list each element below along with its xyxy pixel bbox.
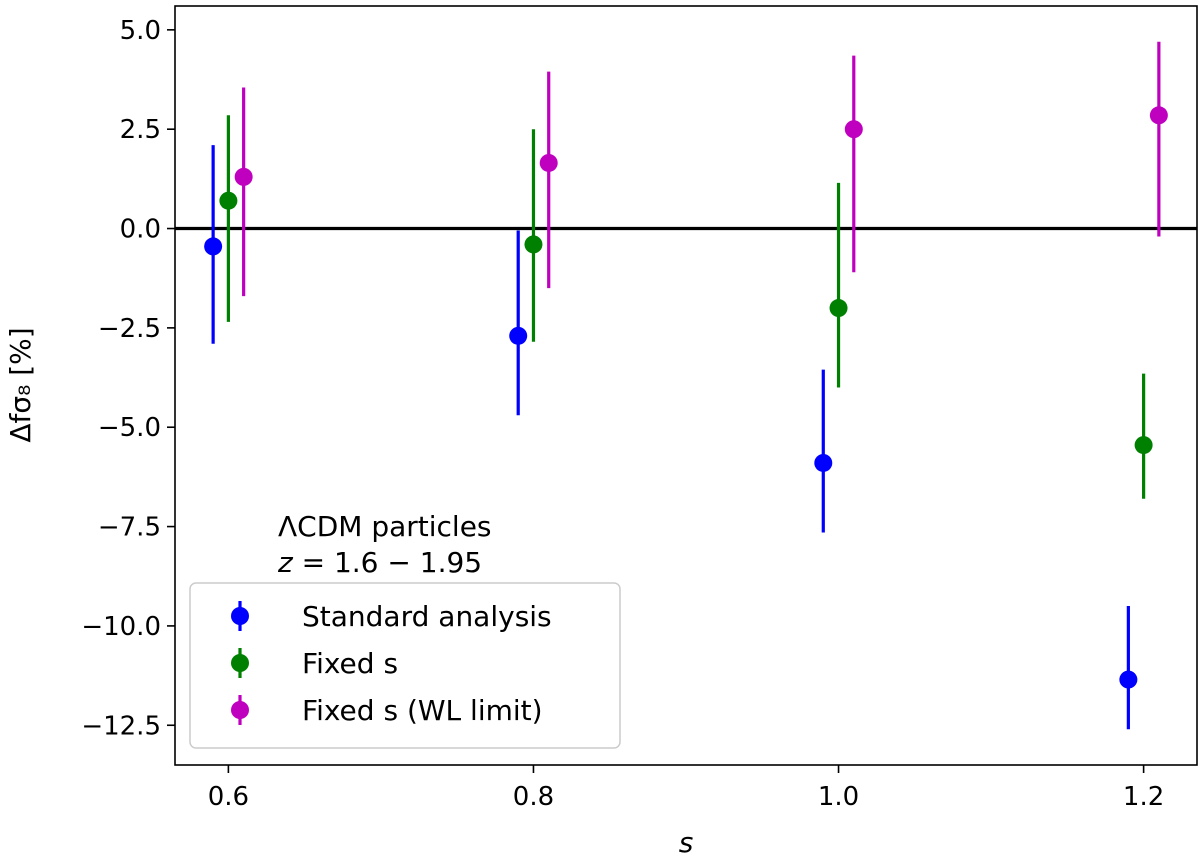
data-point [814, 453, 833, 472]
data-point [1134, 436, 1153, 455]
data-point [829, 299, 848, 318]
legend-box [189, 582, 621, 749]
plot-frame [174, 5, 1198, 766]
x-tick-label: 0.6 [208, 782, 249, 812]
y-tick-label: −7.5 [98, 513, 161, 543]
legend: Standard analysis Fixed s Fixed s (WL limi… [189, 582, 621, 749]
annotation: ΛCDM particles z = 1.6 − 1.95 [277, 510, 492, 579]
y-tick-label: −10.0 [81, 612, 161, 642]
y-tick-label: 0.0 [120, 215, 161, 245]
legend-label: Fixed s (WL limit) [302, 694, 543, 727]
data-point [219, 191, 238, 210]
y-tick-label: 2.5 [120, 115, 161, 145]
y-axis-label: Δfσ₈ [%] [4, 327, 37, 442]
data-point [539, 153, 558, 172]
legend-item: Fixed s [231, 647, 398, 680]
annotation-line2: z = 1.6 − 1.95 [277, 546, 482, 579]
y-tick-label: 5.0 [120, 16, 161, 46]
y-tick-label: −5.0 [98, 413, 161, 443]
data-point [524, 235, 543, 254]
legend-label: Fixed s [302, 647, 398, 680]
y-tick-label: −12.5 [81, 711, 161, 741]
x-tick-label: 1.0 [818, 782, 859, 812]
legend-marker [231, 607, 249, 625]
data-point [204, 237, 223, 256]
legend-item: Standard analysis [231, 600, 552, 633]
legend-item: Fixed s (WL limit) [231, 694, 543, 727]
y-tick-label: −2.5 [98, 314, 161, 344]
data-point [1119, 670, 1138, 689]
legend-marker [231, 654, 249, 672]
data-point [509, 326, 528, 345]
marker-layer [204, 106, 1168, 689]
legend-marker [231, 701, 249, 719]
x-axis-label: s [679, 826, 694, 859]
legend-label: Standard analysis [302, 600, 552, 633]
data-point [844, 120, 863, 139]
data-point [234, 167, 253, 186]
y-axis-ticks: 5.0 2.5 0.0 −2.5 −5.0 −7.5 −10.0 −12.5 [81, 16, 175, 741]
annotation-line2-var: z [277, 546, 294, 579]
x-tick-label: 1.2 [1123, 782, 1164, 812]
legend-items: Standard analysis Fixed s Fixed s (WL limi… [231, 600, 552, 727]
x-tick-label: 0.8 [513, 782, 554, 812]
annotation-line2-rest: = 1.6 − 1.95 [293, 546, 482, 579]
x-axis-ticks: 0.6 0.8 1.0 1.2 [208, 765, 1164, 812]
data-point [1149, 106, 1168, 125]
annotation-line1: ΛCDM particles [278, 510, 492, 543]
